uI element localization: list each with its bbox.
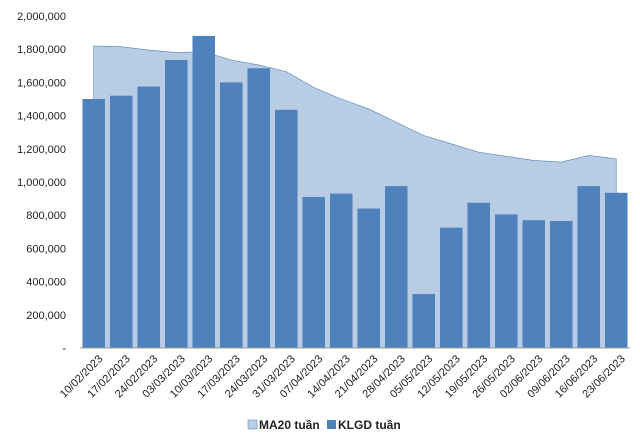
bar-klgd-10	[357, 208, 381, 348]
bar-klgd-2	[137, 86, 161, 349]
bar-klgd-5	[219, 82, 243, 349]
y-tick-label: 1,000,000	[17, 177, 66, 189]
bar-klgd-17	[549, 221, 573, 348]
bar-klgd-6	[247, 68, 271, 348]
bar-klgd-19	[604, 192, 628, 348]
y-tick-label: 1,800,000	[17, 44, 66, 56]
bar-klgd-9	[329, 193, 353, 348]
bar-klgd-16	[522, 220, 546, 348]
bar-klgd-1	[109, 95, 133, 349]
bar-klgd-13	[439, 227, 463, 348]
y-tick-label: 1,600,000	[17, 77, 66, 89]
legend-swatch-klgd	[327, 420, 336, 429]
y-tick-label: 1,400,000	[17, 111, 66, 123]
bar-klgd-4	[192, 35, 216, 349]
y-tick-label: 200,000	[26, 310, 66, 322]
bar-layer	[82, 35, 628, 349]
bar-klgd-14	[467, 202, 491, 348]
y-tick-label: 800,000	[26, 210, 66, 222]
y-tick-label: 600,000	[26, 243, 66, 255]
legend: MA20 tuần KLGD tuần	[247, 418, 401, 432]
x-axis: 10/02/202317/02/202324/02/202303/03/2023…	[58, 353, 628, 400]
y-axis: 2,000,000 1,800,000 1,600,000 1,400,000 1,20…	[17, 11, 66, 355]
bar-klgd-15	[494, 214, 518, 348]
legend-label-ma20: MA20 tuần	[259, 418, 320, 432]
bar-klgd-8	[302, 196, 326, 348]
y-tick-label: 400,000	[26, 277, 66, 289]
bar-klgd-11	[384, 186, 408, 348]
y-tick-label: 2,000,000	[17, 11, 66, 23]
y-tick-label: 1,200,000	[17, 144, 66, 156]
legend-swatch-ma20	[247, 419, 258, 430]
legend-label-klgd: KLGD tuần	[338, 418, 401, 432]
bar-klgd-0	[82, 99, 106, 348]
bar-klgd-7	[274, 109, 298, 348]
y-tick-label: -	[62, 343, 66, 355]
bar-klgd-12	[412, 294, 436, 348]
bar-klgd-3	[164, 59, 188, 349]
bar-klgd-18	[577, 186, 601, 348]
